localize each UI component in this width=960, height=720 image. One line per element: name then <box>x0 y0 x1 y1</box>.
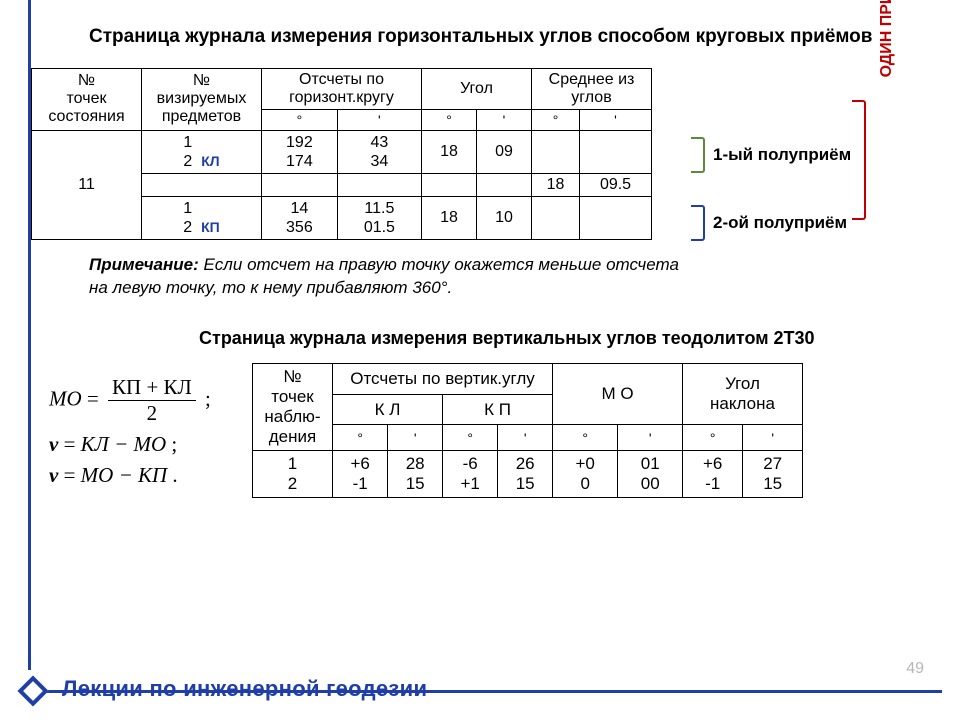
t1-kp-e1 <box>532 197 580 240</box>
t2-u3: ° <box>443 425 498 451</box>
t1-kl-targets: 1 2 КЛ <box>142 130 262 173</box>
t1-avg-blank4 <box>422 174 477 197</box>
t1-h3: Отсчеты по горизонт.кругу <box>262 68 422 109</box>
t2-u6: ' <box>618 425 683 451</box>
label-halfstep2: 2-ой полуприём <box>713 213 847 233</box>
formula-nu2: ν = МО − КП . <box>49 465 234 486</box>
t2-r-kld: +6-1 <box>333 451 388 498</box>
t2-u5: ° <box>553 425 618 451</box>
t1-avg-blank5 <box>477 174 532 197</box>
t2-r-kpm: 2615 <box>498 451 553 498</box>
t2-h-ang: Угол наклона <box>683 364 803 425</box>
brackets-right: 1-ый полуприём 2-ой полуприём <box>691 134 851 244</box>
t2-h2: Отсчеты по вертик.углу <box>333 364 553 395</box>
heading-2: Страница журнала измерения вертикальных … <box>199 328 948 349</box>
t1-kl-min: 43 34 <box>337 130 421 173</box>
footer-text: Лекции по инженерной геодезии <box>62 676 427 702</box>
t2-h-kp: К П <box>443 394 553 425</box>
t1-h5: Среднее из углов <box>532 68 652 109</box>
t1-avg-blank1 <box>142 174 262 197</box>
t2-h-kl: К Л <box>333 394 443 425</box>
formula-nu1: ν = КЛ − МО ; <box>49 434 234 455</box>
t1-u6: ' <box>580 109 652 130</box>
t1-h1: № точек состояния <box>32 68 142 130</box>
t2-r-mod: +00 <box>553 451 618 498</box>
t2-r-klm: 2815 <box>388 451 443 498</box>
t2-u2: ' <box>388 425 443 451</box>
t1-u2: ' <box>337 109 421 130</box>
footer-diamond-icon <box>17 675 48 706</box>
t1-kp-angdeg: 18 <box>422 197 477 240</box>
t2-h1: № точек наблю- дения <box>253 364 333 451</box>
t1-kl-deg: 192 174 <box>262 130 338 173</box>
t1-avg-min: 09.5 <box>580 174 652 197</box>
t1-kl-e1 <box>532 130 580 173</box>
t1-kp-e2 <box>580 197 652 240</box>
t1-station: 11 <box>32 130 142 240</box>
t2-r-am: 2715 <box>743 451 803 498</box>
t1-h2: № визируемых предметов <box>142 68 262 130</box>
t2-u7: ° <box>683 425 743 451</box>
label-one-priem: ОДИН ПРИЁМ <box>878 0 896 88</box>
label-halfstep1: 1-ый полуприём <box>713 145 851 165</box>
t1-kp-deg: 14 356 <box>262 197 338 240</box>
t1-u5: ° <box>532 109 580 130</box>
vertical-angles-table: № точек наблю- дения Отсчеты по вертик.у… <box>252 363 803 498</box>
t1-avg-blank3 <box>337 174 421 197</box>
t1-u3: ° <box>422 109 477 130</box>
bracket-blue-icon <box>691 205 705 241</box>
t1-kl-angmin: 09 <box>477 130 532 173</box>
content-area: Страница журнала измерения горизонтальны… <box>28 0 948 670</box>
t2-r-kpd: -6+1 <box>443 451 498 498</box>
formula-mo: МО = КП + КЛ2 ; <box>49 377 234 424</box>
bracket-red-icon <box>852 100 866 220</box>
t1-avg-deg: 18 <box>532 174 580 197</box>
t1-kl-e2 <box>580 130 652 173</box>
t1-avg-blank2 <box>262 174 338 197</box>
t1-u4: ' <box>477 109 532 130</box>
formulas: МО = КП + КЛ2 ; ν = КЛ − МО ; ν = МО − К… <box>49 363 234 496</box>
note-label: Примечание: <box>89 255 199 274</box>
t1-u1: ° <box>262 109 338 130</box>
t1-h4: Угол <box>422 68 532 109</box>
bracket-green-icon <box>691 137 705 173</box>
t2-r-ad: +6-1 <box>683 451 743 498</box>
horizontal-angles-table: № точек состояния № визируемых предметов… <box>31 68 652 241</box>
t2-r-n: 12 <box>253 451 333 498</box>
table1-wrap: № точек состояния № визируемых предметов… <box>31 68 948 241</box>
t1-kp-min: 11.5 01.5 <box>337 197 421 240</box>
t1-kl-angdeg: 18 <box>422 130 477 173</box>
t2-h-mo: М О <box>553 364 683 425</box>
footer: Лекции по инженерной геодезии <box>0 674 960 708</box>
note: Примечание: Если отсчет на правую точку … <box>89 254 689 300</box>
heading-1: Страница журнала измерения горизонтальны… <box>89 25 948 50</box>
t1-kp-angmin: 10 <box>477 197 532 240</box>
t1-kp-targets: 1 2 КП <box>142 197 262 240</box>
t2-r-mom: 0100 <box>618 451 683 498</box>
t2-u8: ' <box>743 425 803 451</box>
t2-u1: ° <box>333 425 388 451</box>
t2-u4: ' <box>498 425 553 451</box>
lower-section: МО = КП + КЛ2 ; ν = КЛ − МО ; ν = МО − К… <box>49 363 948 498</box>
